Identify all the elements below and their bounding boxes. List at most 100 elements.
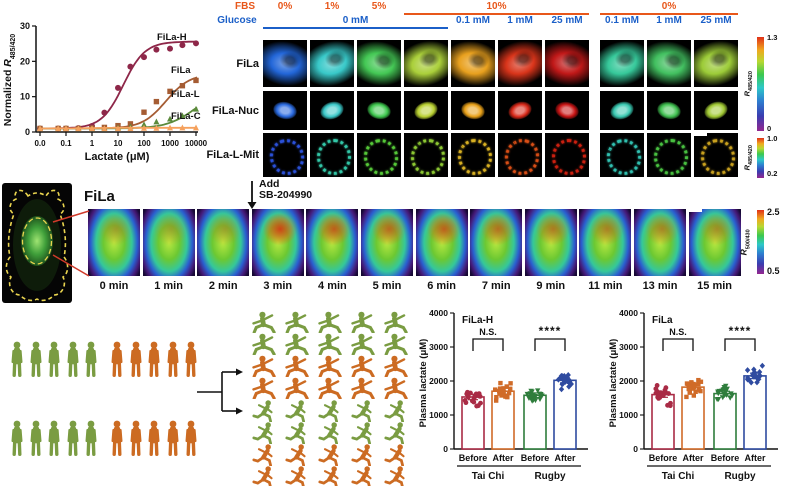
svg-text:Plasma lactate (μM): Plasma lactate (μM) xyxy=(418,339,429,428)
imaging-row-label: FiLa-L-Mit xyxy=(206,149,259,161)
timecourse-frame xyxy=(524,209,577,276)
microscopy-tile-mito xyxy=(451,133,495,177)
mitochondria-pattern xyxy=(652,138,690,177)
svg-text:Rugby: Rugby xyxy=(724,471,756,482)
timecourse-frame xyxy=(470,209,523,276)
person-taichi-green-icon xyxy=(315,311,346,333)
person-taichi-orange-icon xyxy=(282,377,313,399)
microscopy-tile-cell xyxy=(498,40,542,87)
person-running-orange-icon xyxy=(348,444,379,466)
microscopy-tile-cell xyxy=(600,40,644,87)
timecourse-frame xyxy=(579,209,632,276)
person-standing-green-icon xyxy=(82,401,100,475)
glucose-group-underline xyxy=(263,27,448,29)
hot-region xyxy=(306,209,359,276)
microscopy-tile-nucleus xyxy=(357,91,401,130)
person-running-green-icon xyxy=(315,422,346,444)
hot-region xyxy=(415,209,468,276)
hot-region xyxy=(361,209,413,276)
person-standing-orange-icon xyxy=(145,322,163,396)
colorbar-label: R485/420 xyxy=(742,145,754,171)
time-label: 2 min xyxy=(208,280,238,292)
colorbar-min: 0.2 xyxy=(767,169,778,178)
fbs-value-label: 0% xyxy=(661,1,677,12)
liver-blob xyxy=(688,209,741,276)
liver-blob xyxy=(88,209,140,276)
liver-blob xyxy=(197,209,250,276)
liver-fluorescence xyxy=(21,216,53,266)
glucose-value-label: 0 mM xyxy=(342,15,369,26)
svg-text:FiLa-H: FiLa-H xyxy=(462,315,493,326)
person-taichi-orange-icon xyxy=(381,377,412,399)
fbs-value-label: 0% xyxy=(277,1,293,12)
glucose-value-label: 25 mM xyxy=(700,15,732,26)
bar-chart-fila-h: 0 1000 2000 3000 4000 Plasma lactate (μM) FiLa… xyxy=(418,308,588,482)
svg-text:Plasma lactate (μM): Plasma lactate (μM) xyxy=(608,339,619,428)
microscopy-tile-mito xyxy=(694,133,738,177)
time-label: 11 min xyxy=(588,280,623,292)
person-running-orange-icon xyxy=(315,444,346,466)
person-standing-orange-icon xyxy=(108,401,126,475)
glucose-row-label: Glucose xyxy=(217,15,257,26)
svg-text:3000: 3000 xyxy=(429,342,448,352)
bar-chart-fila: 0 1000 2000 3000 4000 Plasma lactate (μM) FiLa… xyxy=(608,308,778,482)
microscopy-tile-cell xyxy=(357,40,401,87)
svg-text:100: 100 xyxy=(137,139,151,148)
person-taichi-green-icon xyxy=(381,311,412,333)
microscopy-tile-mito xyxy=(498,133,542,177)
hot-region xyxy=(197,209,250,276)
svg-text:FiLa-H: FiLa-H xyxy=(157,32,187,43)
person-standing-green-icon xyxy=(8,322,26,396)
microscopy-tile-nucleus xyxy=(310,91,354,130)
mitochondria-pattern xyxy=(500,135,542,177)
person-taichi-green-icon xyxy=(348,333,379,355)
colorbar-gradient xyxy=(757,210,764,274)
time-label: 6 min xyxy=(427,280,456,292)
hot-region xyxy=(524,209,577,276)
fbs-group-underline xyxy=(600,13,738,15)
svg-text:****: **** xyxy=(539,324,562,338)
microscopy-tile-mito xyxy=(404,133,448,177)
microscopy-tile-cell xyxy=(404,40,448,87)
person-standing-green-icon xyxy=(8,401,26,475)
microscopy-tile-nucleus xyxy=(600,91,644,130)
person-running-orange-icon xyxy=(282,466,313,486)
person-running-green-icon xyxy=(348,422,379,444)
person-standing-green-icon xyxy=(27,322,45,396)
person-running-green-icon xyxy=(249,400,280,422)
person-taichi-green-icon xyxy=(249,311,280,333)
timecourse-title: FiLa xyxy=(84,188,115,205)
timecourse-frame xyxy=(306,209,359,276)
svg-text:2000: 2000 xyxy=(619,376,638,386)
mitochondria-pattern xyxy=(551,138,587,176)
person-taichi-orange-icon xyxy=(348,377,379,399)
person-standing-green-icon xyxy=(82,322,100,396)
timecourse-frame xyxy=(634,209,686,276)
person-running-orange-icon xyxy=(315,466,346,486)
svg-text:Tai Chi: Tai Chi xyxy=(662,471,695,482)
person-standing-orange-icon xyxy=(164,401,182,475)
colorbar-min: 0.5 xyxy=(767,266,780,276)
person-taichi-green-icon xyxy=(381,333,412,355)
svg-text:0: 0 xyxy=(25,127,30,137)
svg-text:Before: Before xyxy=(459,453,488,463)
svg-text:FiLa-L: FiLa-L xyxy=(171,89,200,100)
microscopy-tile-cell xyxy=(310,40,354,87)
person-standing-orange-icon xyxy=(182,322,200,396)
person-taichi-green-icon xyxy=(282,333,313,355)
microscopy-tile-nucleus xyxy=(694,91,738,130)
person-taichi-green-icon xyxy=(282,311,313,333)
microscopy-tile-nucleus xyxy=(498,91,542,130)
person-standing-green-icon xyxy=(45,401,63,475)
svg-text:After: After xyxy=(492,453,513,463)
colorbar-gradient xyxy=(757,138,764,178)
person-taichi-green-icon xyxy=(315,333,346,355)
timecourse-frame xyxy=(361,209,413,276)
person-standing-orange-icon xyxy=(108,322,126,396)
time-label: 7 min xyxy=(481,280,511,292)
person-running-green-icon xyxy=(381,400,412,422)
svg-text:10: 10 xyxy=(114,139,123,148)
colorbar-max: 2.5 xyxy=(767,207,780,217)
microscopy-tile-cell xyxy=(545,40,589,87)
svg-text:After: After xyxy=(554,453,575,463)
